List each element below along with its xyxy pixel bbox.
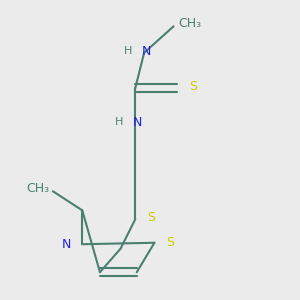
Text: N: N	[142, 45, 151, 58]
Text: N: N	[133, 116, 142, 128]
Text: H: H	[115, 117, 123, 127]
Text: S: S	[148, 211, 155, 224]
Text: H: H	[124, 46, 132, 56]
Text: S: S	[189, 80, 197, 93]
Text: CH₃: CH₃	[178, 17, 201, 30]
Text: N: N	[61, 238, 71, 251]
Text: CH₃: CH₃	[26, 182, 50, 195]
Text: S: S	[167, 236, 175, 249]
